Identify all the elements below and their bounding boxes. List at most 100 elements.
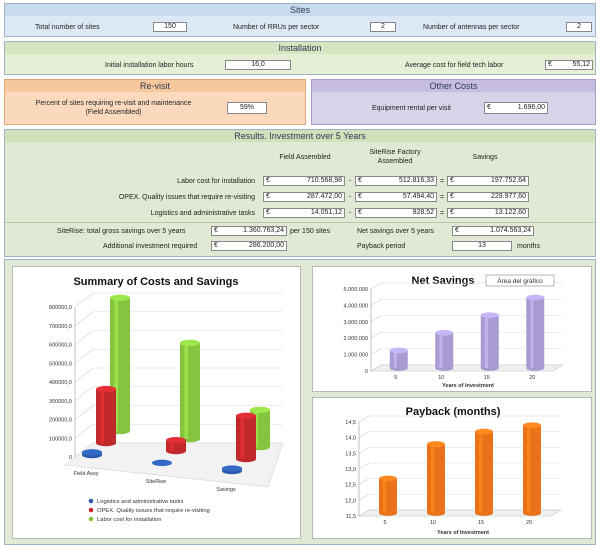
row-logistics-savings: €13.122,60: [447, 208, 529, 218]
sites-header: Sites: [5, 4, 595, 16]
legend-entry: OPEX. Quality issues that require re-vis…: [97, 508, 210, 514]
row-opex-field: €287.472,00: [263, 192, 345, 202]
total-sites-input[interactable]: 150: [153, 22, 187, 32]
legend-swatch: [88, 498, 94, 504]
equals-sign: =: [439, 194, 445, 201]
currency-symbol: €: [358, 193, 362, 200]
legend-swatch: [88, 516, 94, 522]
bar-1: [435, 329, 454, 371]
tech-labor-input[interactable]: € 55,12: [545, 60, 593, 70]
labor-hours-input[interactable]: 16,0: [225, 60, 291, 70]
other-costs-header: Other Costs: [312, 80, 595, 92]
legend-entry: Logistics and administrative tasks: [97, 499, 183, 505]
y-tick-label: 600000,0: [49, 343, 72, 349]
x-tick-label: 10: [438, 375, 444, 381]
total-sites-label: Total number of sites: [35, 24, 100, 31]
rental-label: Equipment rental per visit: [372, 105, 451, 112]
revisit-percent-input[interactable]: 59%: [227, 102, 267, 114]
y-tick-label: 13,0: [345, 467, 356, 473]
currency-symbol: €: [266, 177, 270, 184]
value: 14.051,12: [310, 209, 342, 216]
payback-box: 13: [452, 241, 512, 251]
y-tick-label: 12,5: [345, 483, 356, 489]
category-label: SiteRise: [146, 479, 166, 485]
col-field-assembled: Field Assembled: [279, 154, 331, 161]
row-labor-label: Labor cost for installation: [177, 178, 255, 185]
bar-0: [389, 347, 408, 371]
revisit-label-line2: (Field Assembled): [85, 109, 142, 116]
x-tick-label: 5: [383, 520, 386, 526]
rrus-label: Number of RRUs per sector: [233, 24, 320, 31]
y-tick-label: 500000,0: [49, 361, 72, 367]
rrus-input[interactable]: 2: [370, 22, 396, 32]
y-tick-label: 4.000.000: [344, 303, 368, 309]
net-savings-box: €1.074.563,24: [452, 226, 534, 236]
currency-symbol: €: [450, 177, 454, 184]
rental-value: 1.696,00: [517, 104, 545, 111]
chart-area-tooltip: Área del gráfico: [497, 276, 543, 285]
y-tick-label: 700000,0: [49, 324, 72, 330]
category-label: Savings: [216, 487, 236, 493]
category-label: Field Assy: [73, 471, 98, 477]
y-tick-label: 12,0: [345, 498, 356, 504]
y-tick-label: 1.000.000: [344, 353, 368, 359]
row-logistics-field: €14.051,12: [263, 208, 345, 218]
value: 287.472,00: [306, 193, 342, 200]
y-tick-label: 200000,0: [49, 418, 72, 424]
bar-0-2: [222, 465, 242, 475]
sites-section: Sites Total number of sites 150 Number o…: [4, 3, 596, 37]
x-tick-label: 20: [529, 375, 535, 381]
antennas-input[interactable]: 2: [566, 22, 592, 32]
currency-symbol: €: [214, 227, 218, 234]
x-axis-label: Years of Investment: [442, 383, 494, 389]
results-section: Results. Investment over 5 Years Field A…: [4, 129, 596, 257]
equals-sign: =: [439, 178, 445, 185]
y-tick-label: 0: [365, 369, 368, 375]
y-tick-label: 800000,0: [49, 305, 72, 311]
bar-3: [526, 294, 545, 371]
results-header: Results. Investment over 5 Years: [5, 130, 595, 142]
revisit-section: Re-visit Percent of sites requiring re-v…: [4, 79, 306, 125]
currency-symbol: €: [266, 209, 270, 216]
row-opex-factory: €57.494,40: [355, 192, 437, 202]
y-tick-label: 14,5: [345, 420, 356, 426]
rental-input[interactable]: € 1.696,00: [484, 102, 548, 114]
bar-0-0: [82, 449, 102, 459]
bar-0-1: [152, 459, 172, 467]
value: 197.752,64: [490, 177, 526, 184]
value: 512.816,33: [398, 177, 434, 184]
bar-2: [475, 428, 493, 516]
currency-symbol: €: [487, 104, 491, 111]
payback-unit: months: [517, 243, 540, 250]
bar-1-1: [166, 437, 186, 455]
tech-labor-label: Average cost for field tech labor: [405, 62, 504, 69]
y-tick-label: 5.000.000: [344, 287, 368, 293]
row-labor-savings: €197.752,64: [447, 176, 529, 186]
row-logistics-label: Logistics and administrative tasks: [150, 210, 255, 217]
net-savings-chart-panel[interactable]: Net Savings 0 1.000.000 2.000.000 3.000.000…: [312, 266, 592, 392]
value: 229.977,60: [490, 193, 526, 200]
y-tick-label: 14,0: [345, 436, 356, 442]
x-tick-label: 5: [394, 375, 397, 381]
additional-investment-label: Additional investment required: [103, 243, 198, 250]
chart-title: Summary of Costs and Savings: [73, 276, 238, 288]
tooltip-box: [485, 274, 555, 287]
value: 57.494,40: [402, 193, 434, 200]
x-tick-label: 20: [526, 520, 532, 526]
col-savings: Savings: [472, 154, 498, 161]
row-opex-label: OPEX. Quality issues that require re-vis…: [118, 194, 255, 201]
chart-title: Payback (months): [406, 406, 501, 418]
x-tick-label: 15: [484, 375, 490, 381]
bar-1: [427, 441, 445, 516]
chart-title: Net Savings: [412, 275, 475, 287]
y-tick-label: 400000,0: [49, 380, 72, 386]
currency-symbol: €: [358, 209, 362, 216]
gross-savings-suffix: per 150 sites: [290, 228, 331, 235]
equals-sign: =: [439, 210, 445, 217]
revisit-header: Re-visit: [5, 80, 305, 92]
gross-savings-value-box: €1.360.763,24: [211, 226, 287, 236]
currency-symbol: €: [266, 193, 270, 200]
payback-chart-panel[interactable]: Payback (months) 11,5 12,0 12,5 13,0 13,5 14,…: [312, 397, 592, 539]
bar-2-1: [180, 339, 200, 443]
summary-chart-panel[interactable]: Summary of Costs and Savings 0 100000,0 20…: [12, 266, 301, 539]
